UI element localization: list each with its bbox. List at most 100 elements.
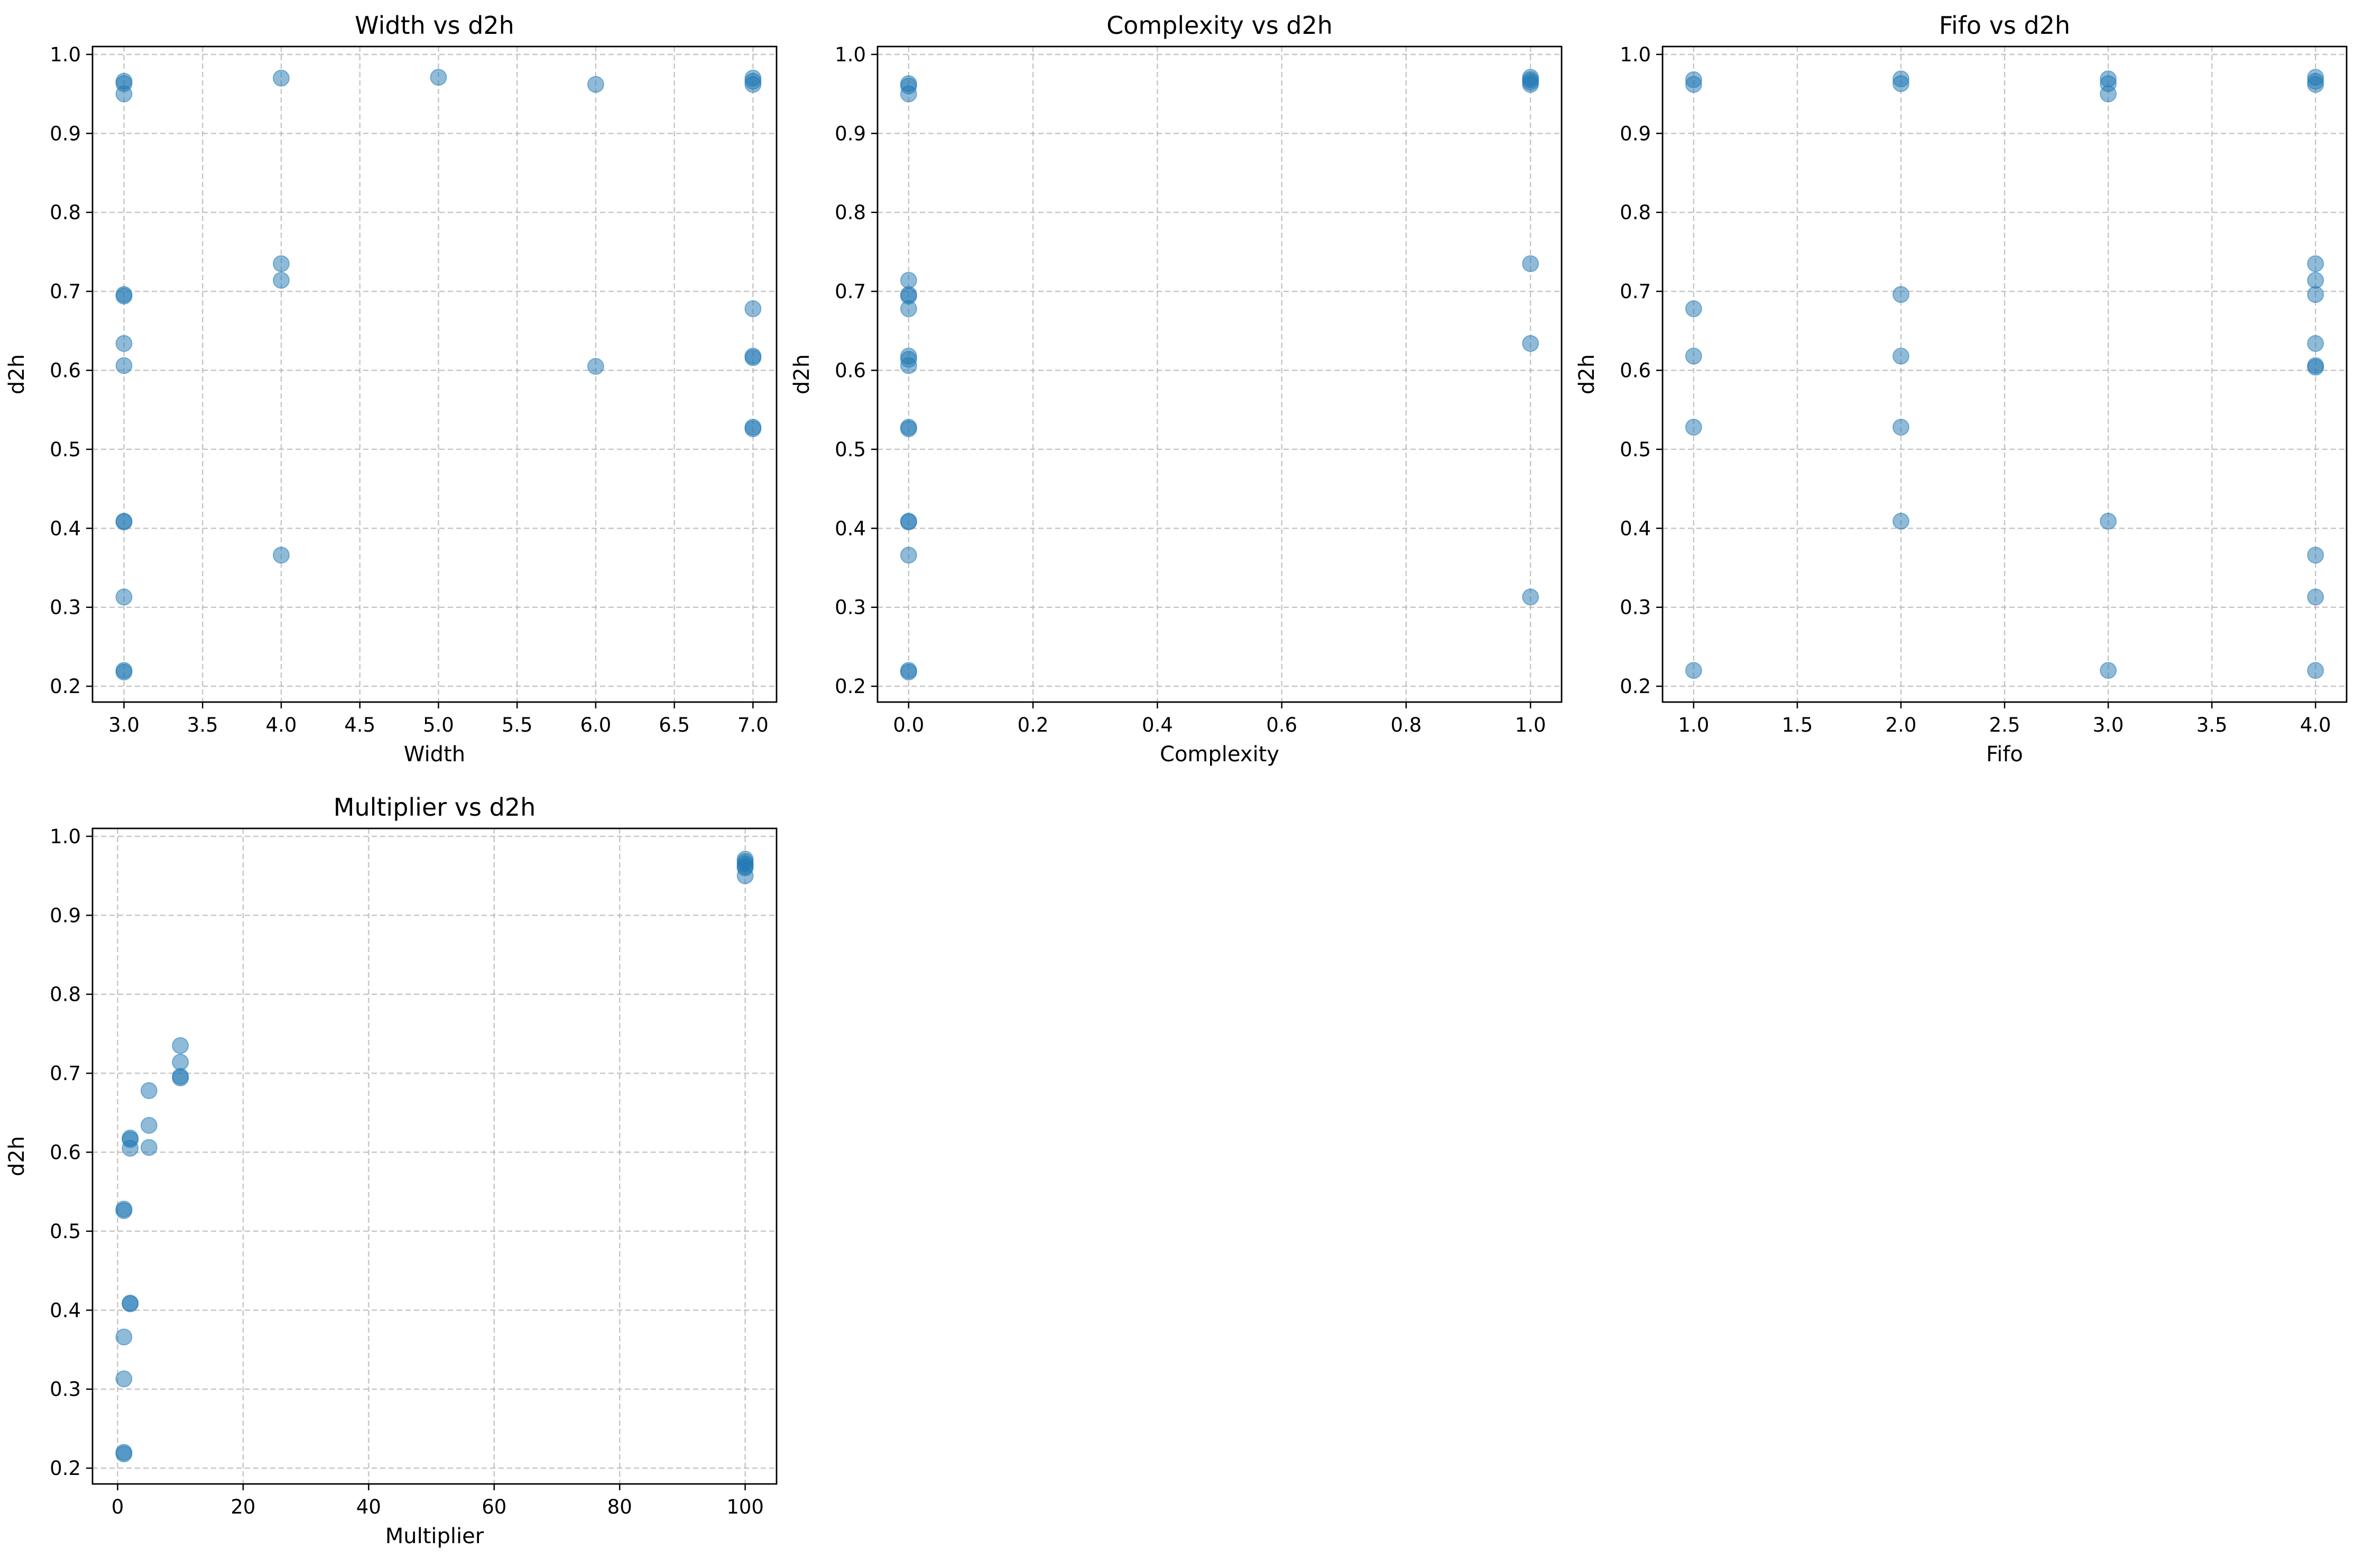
data-point <box>1522 76 1539 93</box>
data-point <box>172 1037 189 1054</box>
chart-panel-4: 0 20 40 60 80 100 0.2 0.3 0.4 0.5 0.6 0.7 0.8 0.9 1.0 M… <box>5 793 778 1548</box>
y-tick-label: 0.7 <box>50 280 81 303</box>
chart-title: Multiplier vs d2h <box>334 793 536 822</box>
x-tick-label: 5.0 <box>423 714 454 736</box>
data-point <box>900 357 917 374</box>
data-point <box>140 1082 158 1099</box>
y-tick-label: 0.3 <box>1620 596 1651 619</box>
y-tick-label: 0.6 <box>50 1141 81 1164</box>
x-tick-label: 3.0 <box>108 714 140 736</box>
y-tick-label: 1.0 <box>50 43 81 66</box>
data-point <box>900 420 917 438</box>
y-tick-label: 0.8 <box>835 201 866 224</box>
data-point <box>115 85 133 103</box>
y-tick-label: 0.5 <box>50 438 81 461</box>
data-point <box>1522 255 1539 272</box>
data-point <box>587 76 604 93</box>
y-tick-label: 0.6 <box>835 359 866 382</box>
data-point <box>140 1117 158 1134</box>
data-point <box>1892 512 1909 530</box>
x-tick-label: 40 <box>356 1496 381 1518</box>
x-tick-label: 6.0 <box>580 714 611 736</box>
data-point <box>272 255 290 272</box>
x-tick-label: 4.0 <box>266 714 297 736</box>
y-tick-label: 0.4 <box>50 517 81 540</box>
data-point <box>172 1054 189 1071</box>
data-point <box>2307 255 2324 272</box>
data-point <box>900 513 917 531</box>
chart-title: Fifo vs d2h <box>1939 11 2070 40</box>
y-tick-label: 1.0 <box>1620 43 1651 66</box>
x-tick-label: 7.0 <box>737 714 769 736</box>
data-point <box>2100 85 2117 103</box>
x-tick-label: 0.2 <box>1018 714 1049 736</box>
data-point <box>1685 662 1702 679</box>
data-point <box>2307 335 2324 352</box>
data-point <box>2307 358 2324 376</box>
y-axis-label: d2h <box>1575 354 1599 394</box>
data-point <box>1685 419 1702 436</box>
y-tick-label: 0.4 <box>50 1299 81 1322</box>
y-tick-label: 0.3 <box>50 1378 81 1401</box>
y-tick-label: 0.2 <box>1620 675 1651 698</box>
y-tick-label: 0.8 <box>50 983 81 1006</box>
data-point <box>587 358 604 375</box>
x-tick-label: 4.5 <box>344 714 375 736</box>
y-tick-label: 0.9 <box>1620 122 1651 145</box>
chart-panel-2: 0.0 0.2 0.4 0.6 0.8 1.0 0.2 0.3 0.4 0.5 0.6 0.7 0.8 0… <box>790 11 1563 767</box>
y-tick-label: 0.9 <box>50 122 81 145</box>
x-axis-label: Width <box>404 742 465 767</box>
x-tick-label: 3.0 <box>2093 714 2124 736</box>
y-tick-label: 0.7 <box>1620 280 1651 303</box>
data-point <box>115 1202 133 1220</box>
data-point <box>115 1329 133 1346</box>
data-point <box>1522 335 1539 352</box>
x-tick-label: 0.0 <box>893 714 924 736</box>
x-tick-label: 4.0 <box>2300 714 2331 736</box>
y-tick-label: 0.2 <box>50 1457 81 1480</box>
axes-frame <box>91 827 778 1485</box>
x-tick-label: 6.5 <box>659 714 690 736</box>
chart-panel-1: 3.0 3.5 4.0 4.5 5.0 5.5 6.0 6.5 7.0 0.2 0.3 0.4 0.5 0… <box>5 11 778 767</box>
axes-frame <box>91 45 778 703</box>
data-point <box>2100 662 2117 679</box>
x-tick-label: 100 <box>726 1496 764 1518</box>
y-tick-label: 1.0 <box>50 825 81 848</box>
chart-title: Width vs d2h <box>355 11 514 40</box>
y-axis-label: d2h <box>5 1136 29 1176</box>
x-tick-label: 5.5 <box>502 714 533 736</box>
data-point <box>115 1370 133 1388</box>
x-tick-label: 3.5 <box>187 714 218 736</box>
data-point <box>1522 588 1539 606</box>
x-tick-label: 1.0 <box>1678 714 1709 736</box>
x-tick-label: 20 <box>230 1496 255 1518</box>
data-point <box>2307 547 2324 564</box>
data-point <box>1892 75 1909 93</box>
x-tick-label: 3.5 <box>2196 714 2228 736</box>
y-tick-label: 0.9 <box>50 904 81 927</box>
data-point <box>1892 419 1909 436</box>
data-point <box>2307 286 2324 303</box>
x-tick-label: 60 <box>482 1496 506 1518</box>
data-point <box>115 663 133 681</box>
data-point <box>1892 286 1909 303</box>
y-tick-label: 0.4 <box>835 517 866 540</box>
data-point <box>115 357 133 374</box>
data-point <box>744 420 762 438</box>
y-tick-label: 0.4 <box>1620 517 1651 540</box>
data-point <box>115 1445 133 1463</box>
data-point <box>115 513 133 531</box>
x-tick-label: 0.4 <box>1142 714 1173 736</box>
y-axis-label: d2h <box>790 354 814 394</box>
x-tick-label: 0.8 <box>1390 714 1422 736</box>
y-tick-label: 0.8 <box>50 201 81 224</box>
data-point <box>1892 347 1909 365</box>
x-axis-label: Multiplier <box>385 1524 484 1548</box>
x-tick-label: 1.5 <box>1782 714 1813 736</box>
data-point <box>122 1140 139 1157</box>
y-tick-label: 0.9 <box>835 122 866 145</box>
data-point <box>140 1139 158 1156</box>
data-point <box>744 300 762 317</box>
